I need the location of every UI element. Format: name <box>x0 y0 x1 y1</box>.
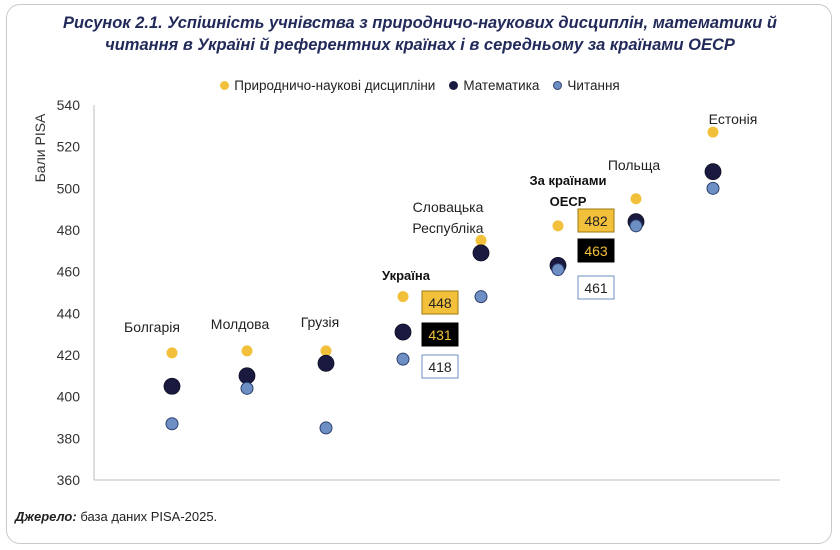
legend-marker-math <box>449 81 459 90</box>
point-science-3 <box>397 291 409 303</box>
point-science-0 <box>166 347 178 359</box>
point-reading-5 <box>551 263 565 277</box>
point-math-4 <box>472 244 490 262</box>
y-tick-label-380: 380 <box>57 430 81 446</box>
point-math-0 <box>163 377 181 395</box>
category-label-7: Естонія <box>709 111 758 127</box>
data-label-box-5 <box>577 275 615 300</box>
y-tick-label-480: 480 <box>57 222 81 238</box>
figure-frame <box>6 4 832 544</box>
data-label-4: 463 <box>584 243 608 259</box>
data-label-5: 461 <box>584 280 608 296</box>
category-label-1: Молдова <box>211 316 270 332</box>
legend-item-math: Математика <box>449 78 539 93</box>
legend-label-reading: Читання <box>567 78 620 93</box>
y-tick-label-520: 520 <box>57 139 81 155</box>
data-label-3: 482 <box>584 213 608 229</box>
legend-item-science: Природничо-наукові дисципліни <box>220 78 435 93</box>
y-tick-label-420: 420 <box>57 347 81 363</box>
title-line-1: Рисунок 2.1. Успішність учнівства з прир… <box>63 14 777 32</box>
title-line-2: читання в Україні й референтних країнах … <box>105 36 735 54</box>
y-tick-label-540: 540 <box>57 97 81 113</box>
point-reading-7 <box>706 181 720 195</box>
point-science-1 <box>241 345 253 357</box>
category-label-6: Польща <box>608 157 661 173</box>
y-tick-label-440: 440 <box>57 305 81 321</box>
legend-label-science: Природничо-наукові дисципліни <box>234 78 436 93</box>
legend-label-math: Математика <box>463 78 540 93</box>
source-label: Джерело: <box>15 509 77 524</box>
y-tick-label-360: 360 <box>57 472 81 488</box>
category-label-4-line-2: Республіка <box>412 220 483 236</box>
point-science-5 <box>552 220 564 232</box>
point-math-2 <box>317 354 335 372</box>
data-label-1: 431 <box>428 327 452 343</box>
y-tick-label-460: 460 <box>57 264 81 280</box>
point-science-7 <box>707 126 719 138</box>
point-science-6 <box>630 193 642 205</box>
legend-item-reading: Читання <box>553 78 620 93</box>
y-axis-label: Бали PISA <box>32 113 48 182</box>
data-label-box-3 <box>577 208 615 233</box>
data-label-box-0 <box>421 290 459 315</box>
point-reading-2 <box>319 421 333 435</box>
category-label-3: Україна <box>382 268 431 283</box>
data-label-box-2 <box>421 354 459 379</box>
point-math-3 <box>394 323 412 341</box>
source-note: Джерело: база даних PISA-2025. <box>15 509 217 524</box>
category-label-0: Болгарія <box>124 319 180 335</box>
point-reading-6 <box>629 219 643 233</box>
category-label-5-line-1: За країнами <box>529 173 606 188</box>
chart-legend: Природничо-наукові дисципліни Математика… <box>0 78 840 93</box>
source-text: база даних PISA-2025. <box>76 509 218 524</box>
y-tick-label-500: 500 <box>57 180 81 196</box>
y-tick-label-400: 400 <box>57 389 81 405</box>
point-reading-3 <box>396 352 410 366</box>
category-label-5-line-2: ОЕСР <box>550 194 587 209</box>
data-label-2: 418 <box>428 359 452 375</box>
point-math-7 <box>704 163 722 181</box>
point-reading-1 <box>240 381 254 395</box>
point-reading-4 <box>474 290 488 304</box>
legend-marker-reading <box>553 81 563 90</box>
data-label-box-1 <box>421 322 459 347</box>
category-label-2: Грузія <box>301 314 340 330</box>
point-science-2 <box>320 345 332 357</box>
data-label-0: 448 <box>428 295 452 311</box>
point-math-1 <box>238 367 256 385</box>
figure-title: Рисунок 2.1. Успішність учнівства з прир… <box>0 12 840 56</box>
category-label-4-line-1: Словацька <box>413 199 484 215</box>
point-reading-0 <box>165 417 179 431</box>
data-label-box-4 <box>577 238 615 263</box>
point-science-4 <box>475 234 487 246</box>
legend-marker-science <box>220 81 230 90</box>
